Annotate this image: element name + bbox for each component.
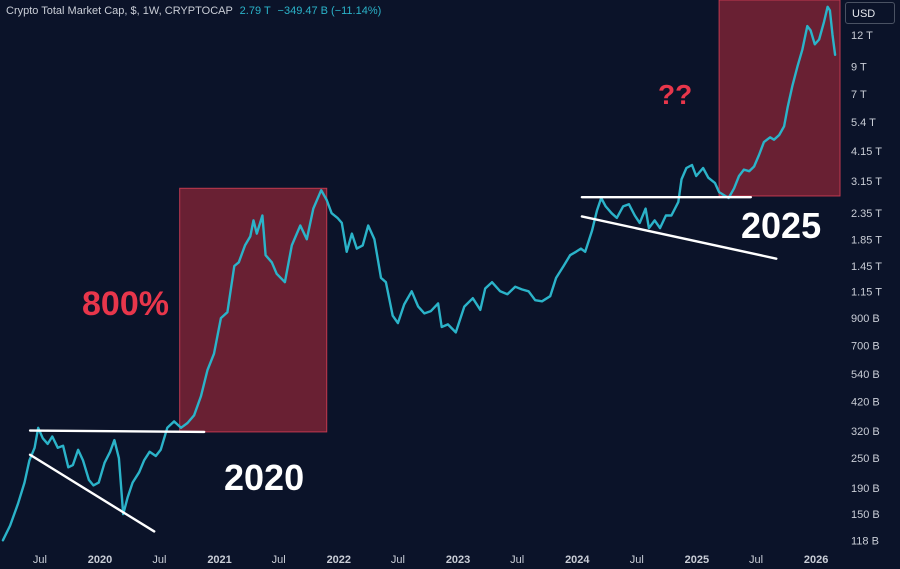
x-tick-label: 2022 — [327, 554, 351, 566]
price-change: −349.47 B (−11.14%) — [277, 5, 382, 17]
y-tick-label: 150 B — [851, 509, 880, 521]
y-tick-label: 7 T — [851, 89, 867, 101]
y-axis: 12 T 9 T 7 T 5.4 T 4.15 T 3.15 T 2.35 T 1.85 T 1… — [851, 30, 882, 547]
currency-button[interactable]: USD — [845, 2, 895, 24]
y-tick-label: 1.15 T — [851, 286, 882, 298]
trendline-4 — [580, 215, 778, 260]
x-tick-label: Jul — [152, 554, 166, 566]
x-tick-label: 2023 — [446, 554, 470, 566]
x-tick-label: Jul — [272, 554, 286, 566]
y-tick-label: 190 B — [851, 483, 880, 495]
y-tick-label: 12 T — [851, 30, 873, 42]
x-tick-label: 2021 — [207, 554, 231, 566]
y-tick-label: 320 B — [851, 426, 880, 438]
y-tick-label: 3.15 T — [851, 176, 882, 188]
x-tick-label: 2020 — [88, 554, 112, 566]
x-tick-label: 2024 — [565, 554, 590, 566]
x-axis: Jul 2020 Jul 2021 Jul 2022 Jul 2023 Jul 2024 Jul 20… — [33, 554, 829, 566]
y-tick-label: 9 T — [851, 61, 867, 73]
y-tick-label: 540 B — [851, 369, 880, 381]
last-value: 2.79 T — [239, 5, 271, 17]
x-tick-label: Jul — [510, 554, 524, 566]
y-tick-label: 1.45 T — [851, 261, 882, 273]
y-tick-label: 250 B — [851, 453, 880, 465]
symbol-title: Crypto Total Market Cap, $, 1W, CRYPTOCA… — [6, 5, 233, 17]
y-tick-label: 900 B — [851, 313, 880, 325]
series-layer — [1, 5, 837, 542]
y-tick-label: 420 B — [851, 396, 880, 408]
x-tick-label: Jul — [391, 554, 405, 566]
y-tick-label: 2.35 T — [851, 208, 882, 220]
x-tick-label: 2025 — [685, 554, 709, 566]
y-tick-label: 5.4 T — [851, 117, 876, 129]
series-line-1 — [1, 5, 837, 542]
annotation-800-percent: 800% — [82, 285, 169, 323]
annotation-question-marks: ?? — [658, 79, 692, 110]
chart-header: Crypto Total Market Cap, $, 1W, CRYPTOCA… — [6, 5, 381, 17]
y-tick-label: 700 B — [851, 341, 880, 353]
trendline-2 — [28, 453, 156, 533]
trendline-1 — [28, 429, 206, 434]
x-tick-label: Jul — [33, 554, 47, 566]
y-tick-label: 1.85 T — [851, 234, 882, 246]
x-tick-label: Jul — [749, 554, 763, 566]
trendline-layer — [28, 195, 778, 533]
x-tick-label: Jul — [630, 554, 644, 566]
annotation-2020: 2020 — [224, 457, 304, 498]
y-tick-label: 118 B — [851, 535, 879, 547]
y-tick-label: 4.15 T — [851, 146, 882, 158]
annotation-2025: 2025 — [741, 205, 821, 246]
x-tick-label: 2026 — [804, 554, 828, 566]
